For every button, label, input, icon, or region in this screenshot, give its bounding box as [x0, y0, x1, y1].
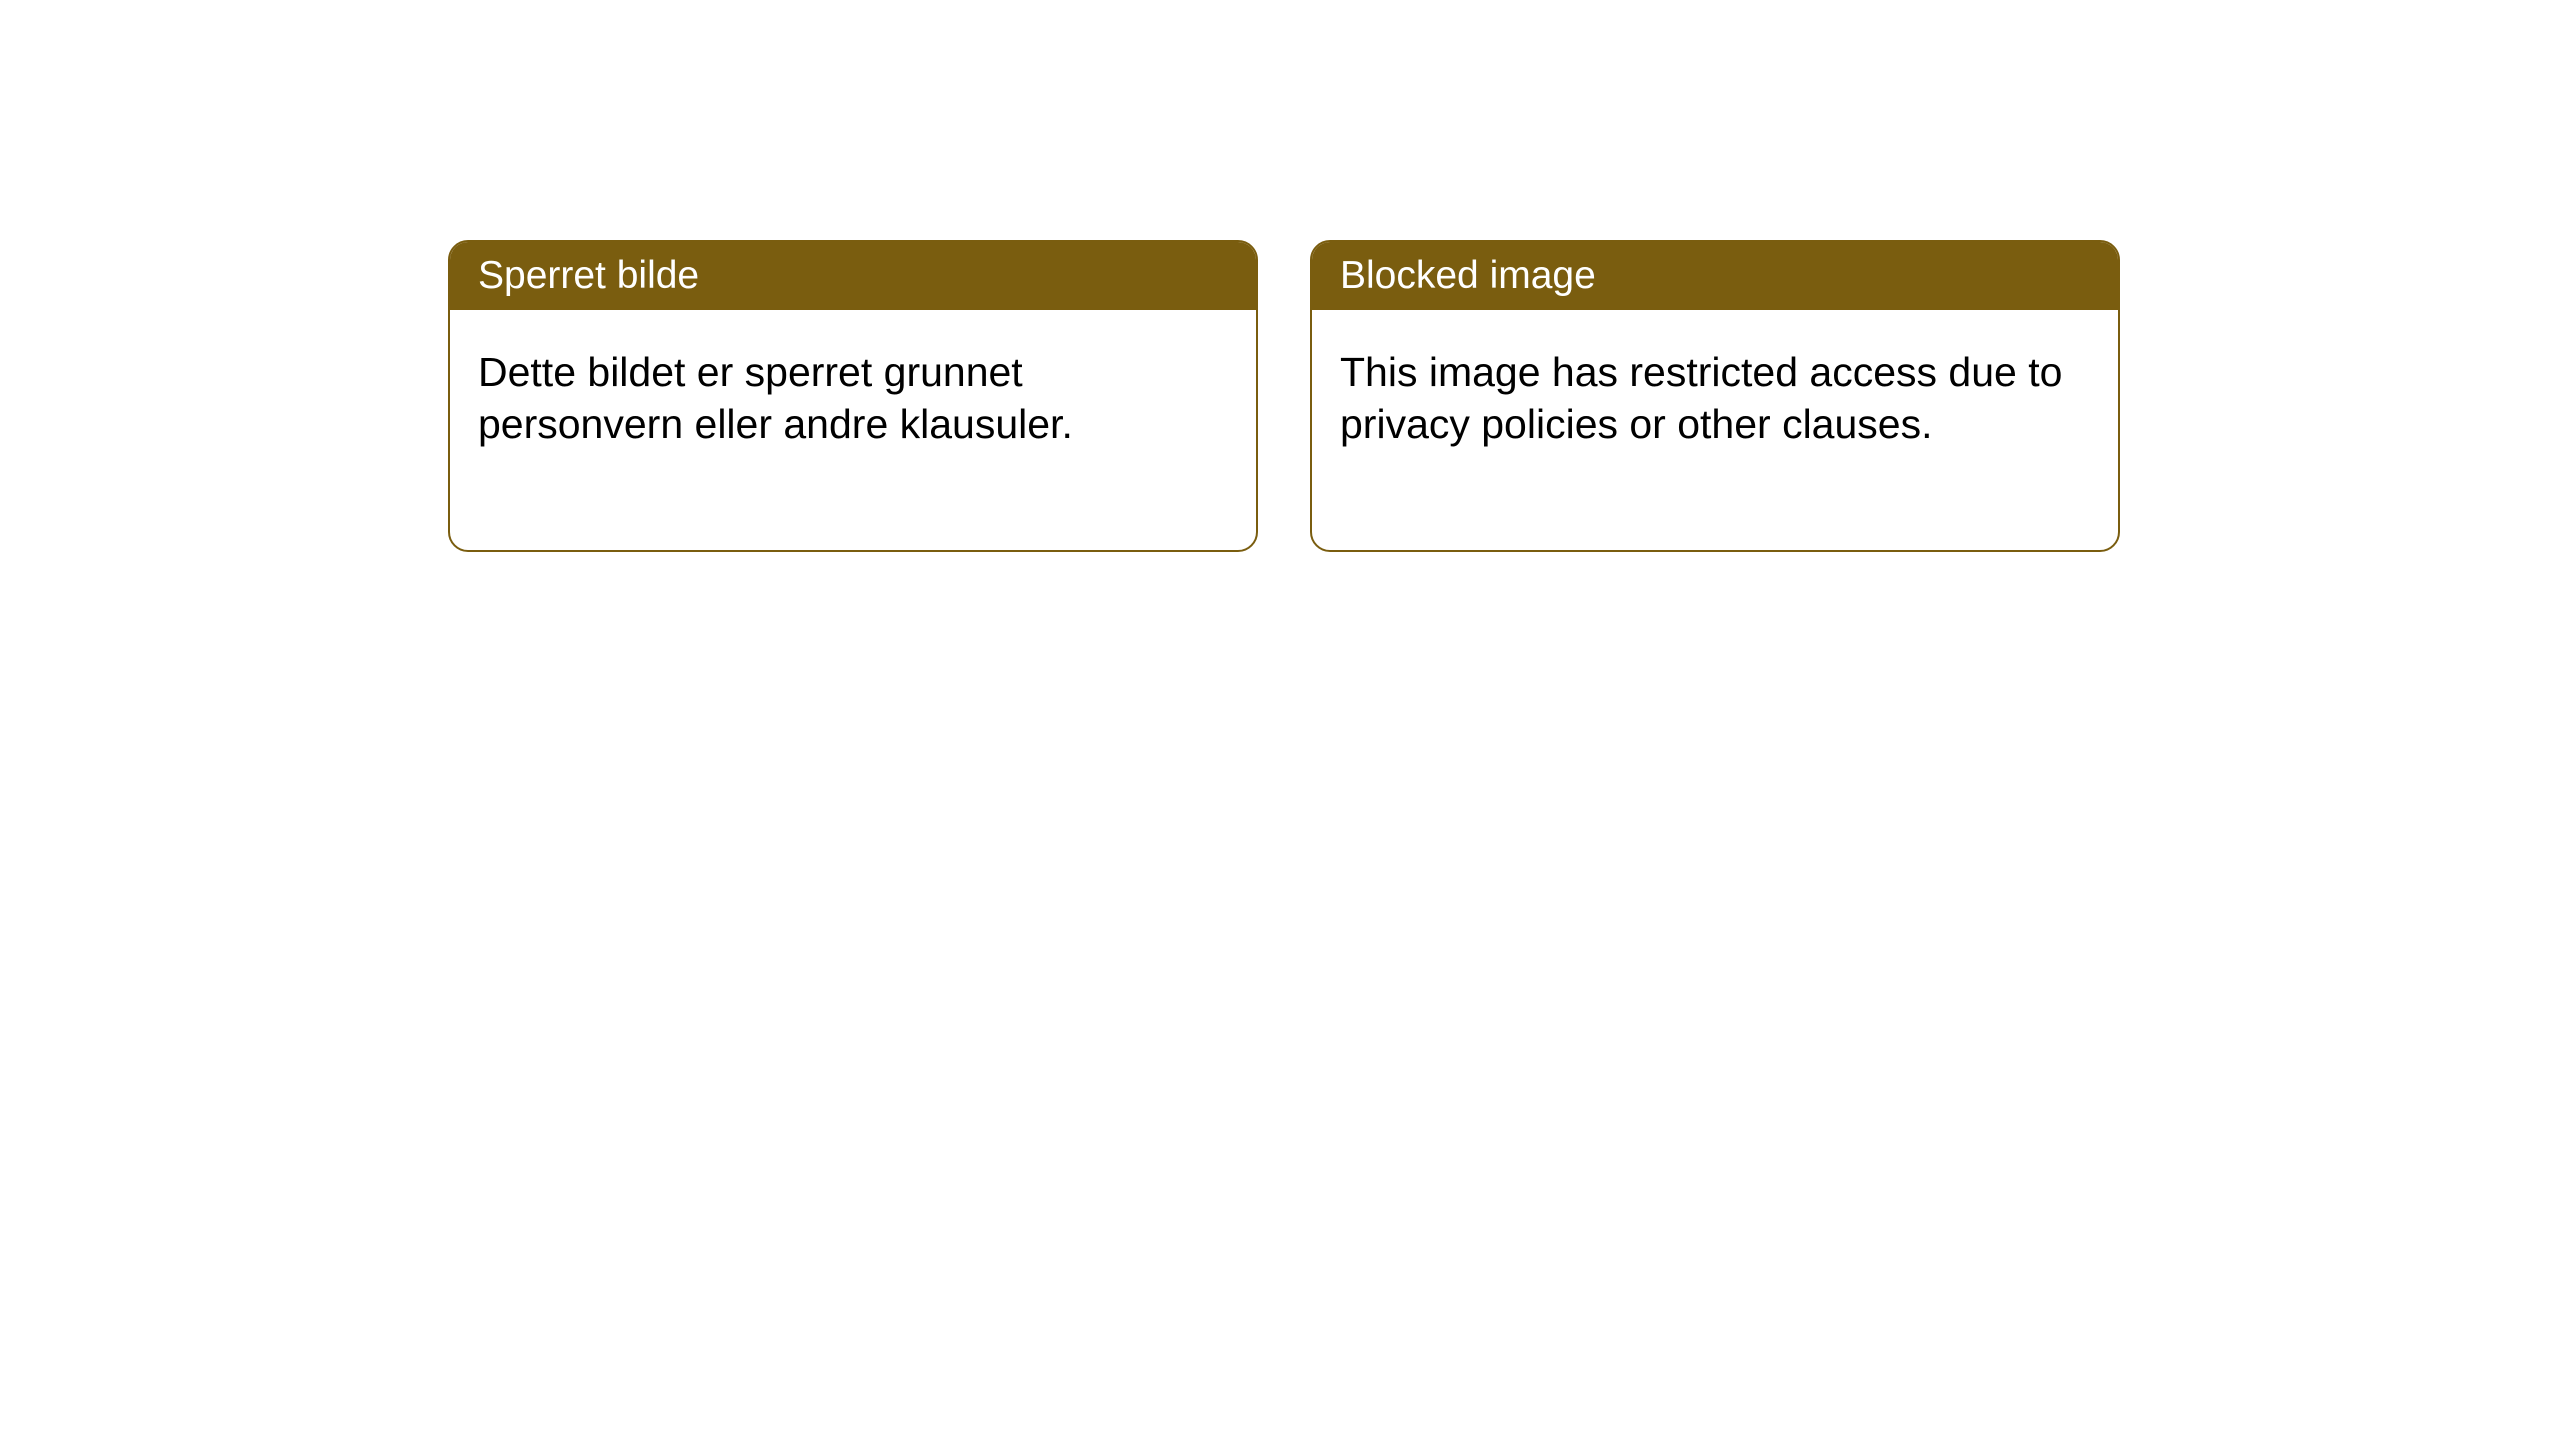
notice-card-english: Blocked image This image has restricted … — [1310, 240, 2120, 552]
notice-header: Sperret bilde — [450, 242, 1256, 310]
notice-body: This image has restricted access due to … — [1312, 310, 2118, 550]
notice-container: Sperret bilde Dette bildet er sperret gr… — [448, 240, 2120, 552]
notice-body: Dette bildet er sperret grunnet personve… — [450, 310, 1256, 550]
notice-header: Blocked image — [1312, 242, 2118, 310]
notice-card-norwegian: Sperret bilde Dette bildet er sperret gr… — [448, 240, 1258, 552]
